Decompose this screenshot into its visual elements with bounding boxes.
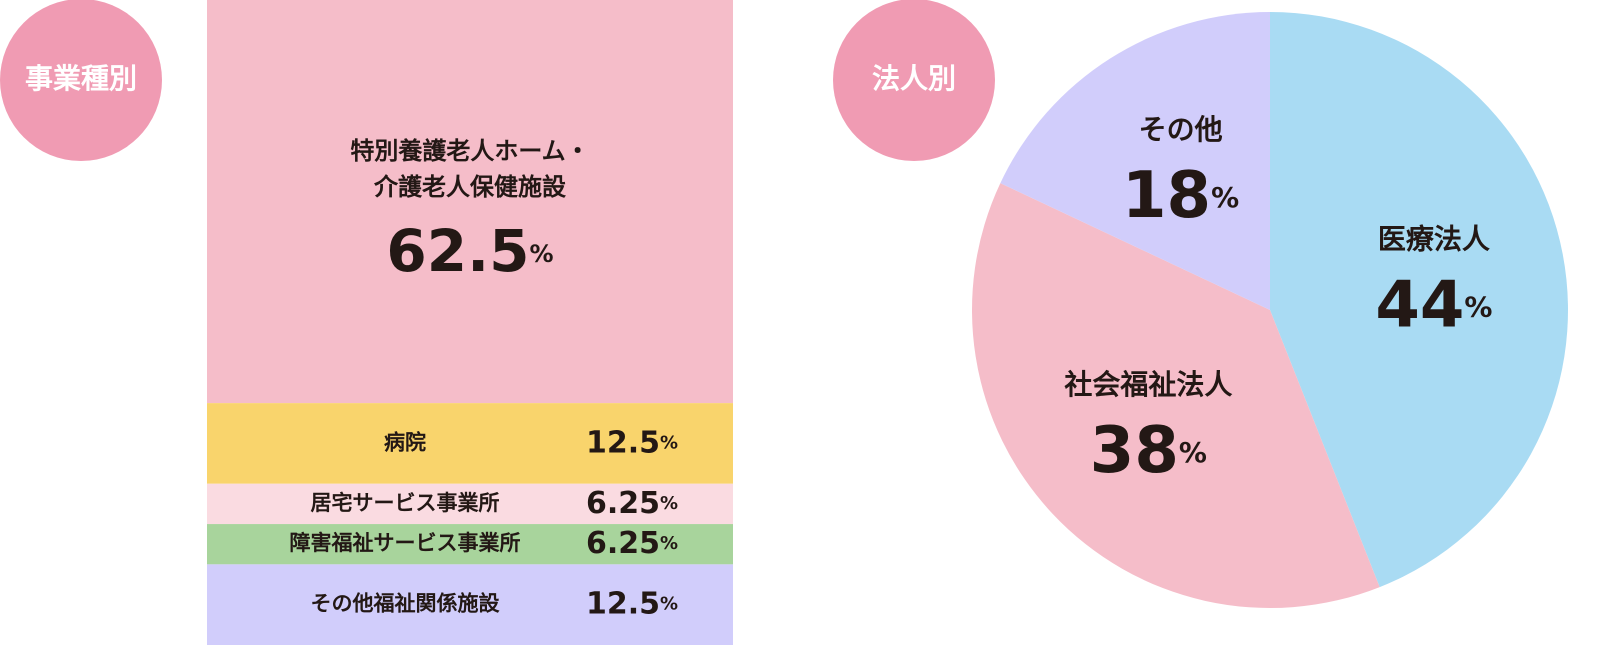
value-label: 6.25% [586, 485, 678, 520]
pie-slice [1270, 12, 1569, 588]
bar-segment [207, 403, 733, 484]
badge [833, 0, 995, 161]
badge [0, 0, 162, 161]
slice-label: 社会福祉法人 [1064, 368, 1232, 401]
segment-label: 病院 [384, 430, 426, 454]
slice-label: 医療法人 [1378, 223, 1490, 256]
pie-slice [1000, 12, 1270, 310]
value-label: 44% [1375, 268, 1492, 342]
bar-segment [207, 0, 733, 404]
bar-segment [207, 564, 733, 645]
segment-label: 特別養護老人ホーム・介護老人保健施設 [350, 137, 589, 201]
pie-slice [971, 183, 1380, 609]
value-label: 38% [1090, 414, 1207, 488]
segment-label: 居宅サービス事業所 [311, 491, 500, 515]
bar-segment [207, 483, 733, 525]
value-label: 12.5% [586, 425, 678, 460]
value-label: 6.25% [586, 526, 678, 561]
bar-segment [207, 524, 733, 565]
segment-label: その他福祉関係施設 [311, 592, 501, 616]
chart-title: 事業種別 [25, 62, 137, 95]
value-label: 62.5% [386, 217, 553, 285]
segment-label: 障害福祉サービス事業所 [290, 531, 521, 555]
slice-label: その他 [1139, 113, 1223, 146]
value-label: 18% [1122, 159, 1239, 233]
value-label: 12.5% [586, 586, 678, 621]
chart-title: 法人別 [872, 62, 956, 95]
